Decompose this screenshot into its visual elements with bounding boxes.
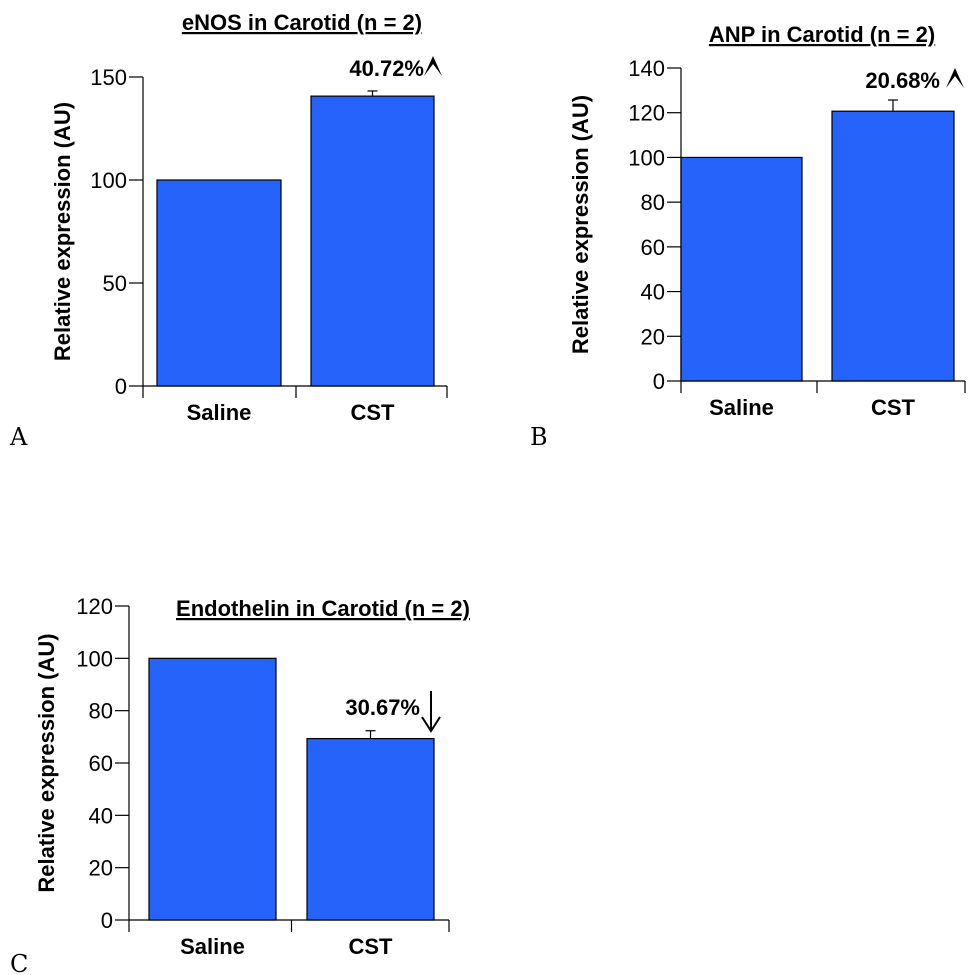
chart-panel-a: eNOS in Carotid (n = 2) Relative expressi… bbox=[9, 10, 448, 451]
y-tick-label: 80 bbox=[641, 190, 665, 215]
bar-cst bbox=[831, 110, 955, 382]
x-category-label: CST bbox=[349, 934, 394, 959]
y-tick-label: 80 bbox=[89, 699, 113, 724]
x-category-label: CST bbox=[351, 400, 396, 425]
percent-change-label: 20.68% bbox=[865, 68, 940, 93]
bar-cst bbox=[310, 95, 435, 387]
chart-title: eNOS in Carotid (n = 2) bbox=[182, 10, 422, 35]
y-tick-label: 100 bbox=[628, 145, 665, 170]
arrow-up-icon bbox=[424, 56, 442, 76]
percent-change-label: 30.67% bbox=[345, 695, 420, 720]
y-tick-label: 0 bbox=[101, 908, 113, 933]
x-category-label: Saline bbox=[180, 934, 245, 959]
y-tick-label: 40 bbox=[89, 803, 113, 828]
bar-saline bbox=[148, 657, 277, 921]
y-tick-label: 0 bbox=[115, 374, 127, 399]
bar-saline bbox=[156, 179, 282, 387]
x-category-label: Saline bbox=[187, 400, 252, 425]
chart-title: ANP in Carotid (n = 2) bbox=[709, 22, 935, 47]
bar-saline bbox=[680, 156, 803, 382]
x-category-label: CST bbox=[871, 395, 916, 420]
y-tick-label: 120 bbox=[628, 101, 665, 126]
panel-letter: B bbox=[530, 423, 548, 451]
arrow-down-icon bbox=[421, 691, 441, 733]
y-tick-label: 140 bbox=[628, 56, 665, 81]
y-tick-label: 100 bbox=[76, 646, 113, 671]
y-tick-label: 0 bbox=[653, 369, 665, 394]
y-tick-label: 120 bbox=[76, 594, 113, 619]
bar-cst bbox=[306, 737, 435, 921]
y-tick-label: 60 bbox=[641, 235, 665, 260]
chart-panel-b: ANP in Carotid (n = 2) Relative expressio… bbox=[530, 22, 966, 451]
arrow-head bbox=[421, 716, 441, 733]
chart-title: Endothelin in Carotid (n = 2) bbox=[176, 596, 470, 621]
y-tick-label: 20 bbox=[641, 324, 665, 349]
y-tick-label: 20 bbox=[89, 856, 113, 881]
panel-letter: A bbox=[9, 423, 28, 451]
chart-panel-c: Endothelin in Carotid (n = 2) Relative ex… bbox=[10, 594, 470, 975]
percent-change-label: 40.72% bbox=[349, 56, 424, 81]
x-category-label: Saline bbox=[709, 395, 774, 420]
y-tick-label: 150 bbox=[90, 65, 127, 90]
y-tick-label: 60 bbox=[89, 751, 113, 776]
panel-letter: C bbox=[10, 950, 28, 975]
y-axis-label: Relative expression (AU) bbox=[34, 633, 59, 892]
y-tick-label: 50 bbox=[103, 271, 127, 296]
arrow-up-icon bbox=[946, 68, 964, 88]
y-tick-label: 100 bbox=[90, 168, 127, 193]
y-axis-label: Relative expression (AU) bbox=[50, 102, 75, 361]
y-axis-label: Relative expression (AU) bbox=[568, 95, 593, 354]
y-tick-label: 40 bbox=[641, 280, 665, 305]
